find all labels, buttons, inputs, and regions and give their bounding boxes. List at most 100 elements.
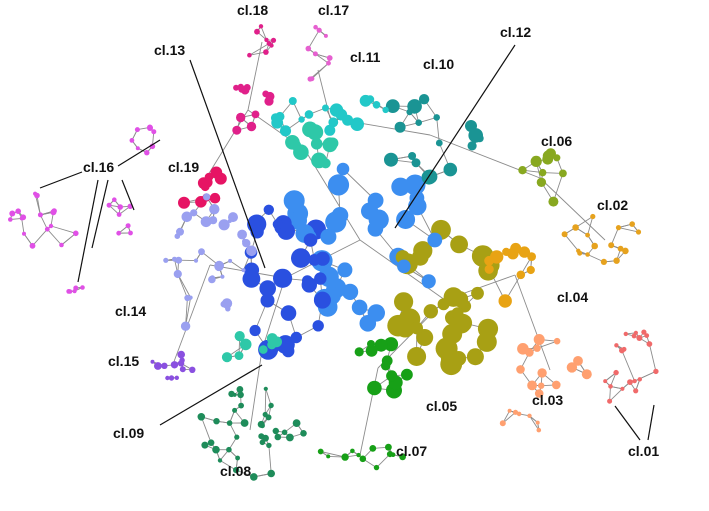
node-cl03 [538, 382, 545, 389]
node-cl03 [527, 380, 537, 391]
node-cl07 [390, 452, 396, 458]
node-cl19 [210, 166, 223, 179]
node-cl14 [227, 219, 232, 223]
node-cl01 [633, 330, 639, 335]
node-cl08 [234, 434, 240, 440]
leader-cl16-c [77, 179, 99, 283]
node-cl03 [536, 427, 542, 433]
network-edge [39, 214, 48, 230]
node-cl03 [533, 344, 541, 352]
node-cl08 [212, 445, 220, 454]
node-cl16 [112, 197, 117, 202]
node-cl13 [282, 344, 295, 358]
node-cl18 [232, 125, 242, 135]
leader-cl13 [189, 59, 266, 269]
node-cl05 [395, 317, 415, 338]
node-cl01 [636, 335, 643, 341]
network-edge [219, 460, 237, 471]
node-cl12 [396, 210, 416, 229]
node-cl13 [291, 248, 311, 268]
leader-cl01-a [614, 405, 641, 441]
node-cl08 [213, 418, 220, 425]
node-cl18 [233, 84, 240, 91]
node-cl09 [221, 352, 233, 363]
node-cl14 [246, 245, 257, 257]
node-cl03 [566, 362, 578, 373]
node-cl13 [290, 331, 302, 344]
node-cl02 [629, 221, 635, 227]
node-cl05 [466, 348, 484, 366]
network-edge [539, 177, 606, 241]
node-cl13 [272, 219, 284, 230]
node-cl05 [471, 286, 484, 300]
node-cl16 [116, 212, 122, 217]
node-cl11 [366, 95, 375, 104]
network-edge [61, 232, 77, 246]
label-cl04: cl.04 [557, 289, 588, 305]
node-cl16 [125, 223, 131, 229]
node-cl15 [150, 359, 155, 364]
node-layer [8, 24, 659, 481]
network-edge [436, 117, 440, 144]
node-cl04 [518, 246, 531, 258]
node-cl17 [326, 55, 333, 61]
node-cl05 [411, 248, 429, 266]
node-cl02 [600, 258, 608, 265]
node-cl05 [407, 347, 427, 366]
node-cl08 [238, 402, 245, 409]
node-cl04 [526, 265, 535, 275]
node-cl05 [437, 298, 450, 311]
node-cl16 [129, 138, 135, 143]
node-cl02 [613, 257, 620, 264]
label-cl16: cl.16 [83, 159, 114, 175]
node-cl18 [263, 49, 269, 55]
node-cl19 [200, 182, 210, 192]
node-cl14 [193, 258, 199, 263]
node-cl08 [235, 455, 241, 461]
node-cl10 [475, 134, 484, 143]
node-cl09 [239, 338, 252, 351]
node-cl05 [416, 329, 434, 346]
node-cl02 [608, 242, 615, 249]
node-cl04 [484, 255, 494, 266]
label-cl13: cl.13 [154, 42, 185, 58]
node-cl14 [203, 193, 211, 201]
label-cl03: cl.03 [532, 392, 563, 408]
leader-cl16-e [121, 179, 135, 211]
node-cl02 [591, 242, 598, 250]
node-cl01 [646, 341, 653, 347]
node-cl04 [516, 270, 526, 280]
node-cl15 [189, 366, 196, 373]
label-cl11: cl.11 [350, 49, 381, 65]
node-cl14 [220, 274, 225, 279]
network-edge [648, 343, 657, 372]
node-cl17 [309, 76, 315, 82]
edge-layer [9, 26, 657, 478]
node-cl08 [286, 433, 294, 442]
node-cl14 [188, 295, 193, 300]
network-edge [621, 350, 636, 382]
node-cl09 [234, 331, 245, 342]
label-cl10: cl.10 [423, 56, 454, 72]
network-edge [610, 227, 619, 246]
node-cl03 [537, 368, 547, 378]
network-edge [320, 451, 346, 458]
network-edge [587, 216, 594, 236]
node-cl17 [313, 24, 318, 30]
node-cl18 [262, 90, 270, 98]
node-cl08 [240, 419, 249, 427]
node-cl10 [465, 120, 477, 132]
node-cl18 [270, 37, 277, 43]
node-cl10 [415, 119, 423, 126]
node-cl16 [144, 150, 150, 156]
node-cl14 [209, 204, 220, 215]
node-cl12 [336, 162, 350, 176]
node-cl07 [317, 448, 324, 455]
label-cl05: cl.05 [426, 398, 457, 414]
network-edge [264, 388, 267, 415]
node-cl10 [433, 114, 441, 121]
node-cl06 [545, 148, 556, 159]
node-cl05 [451, 351, 467, 366]
network-edge [185, 297, 192, 327]
node-cl12 [409, 190, 425, 206]
